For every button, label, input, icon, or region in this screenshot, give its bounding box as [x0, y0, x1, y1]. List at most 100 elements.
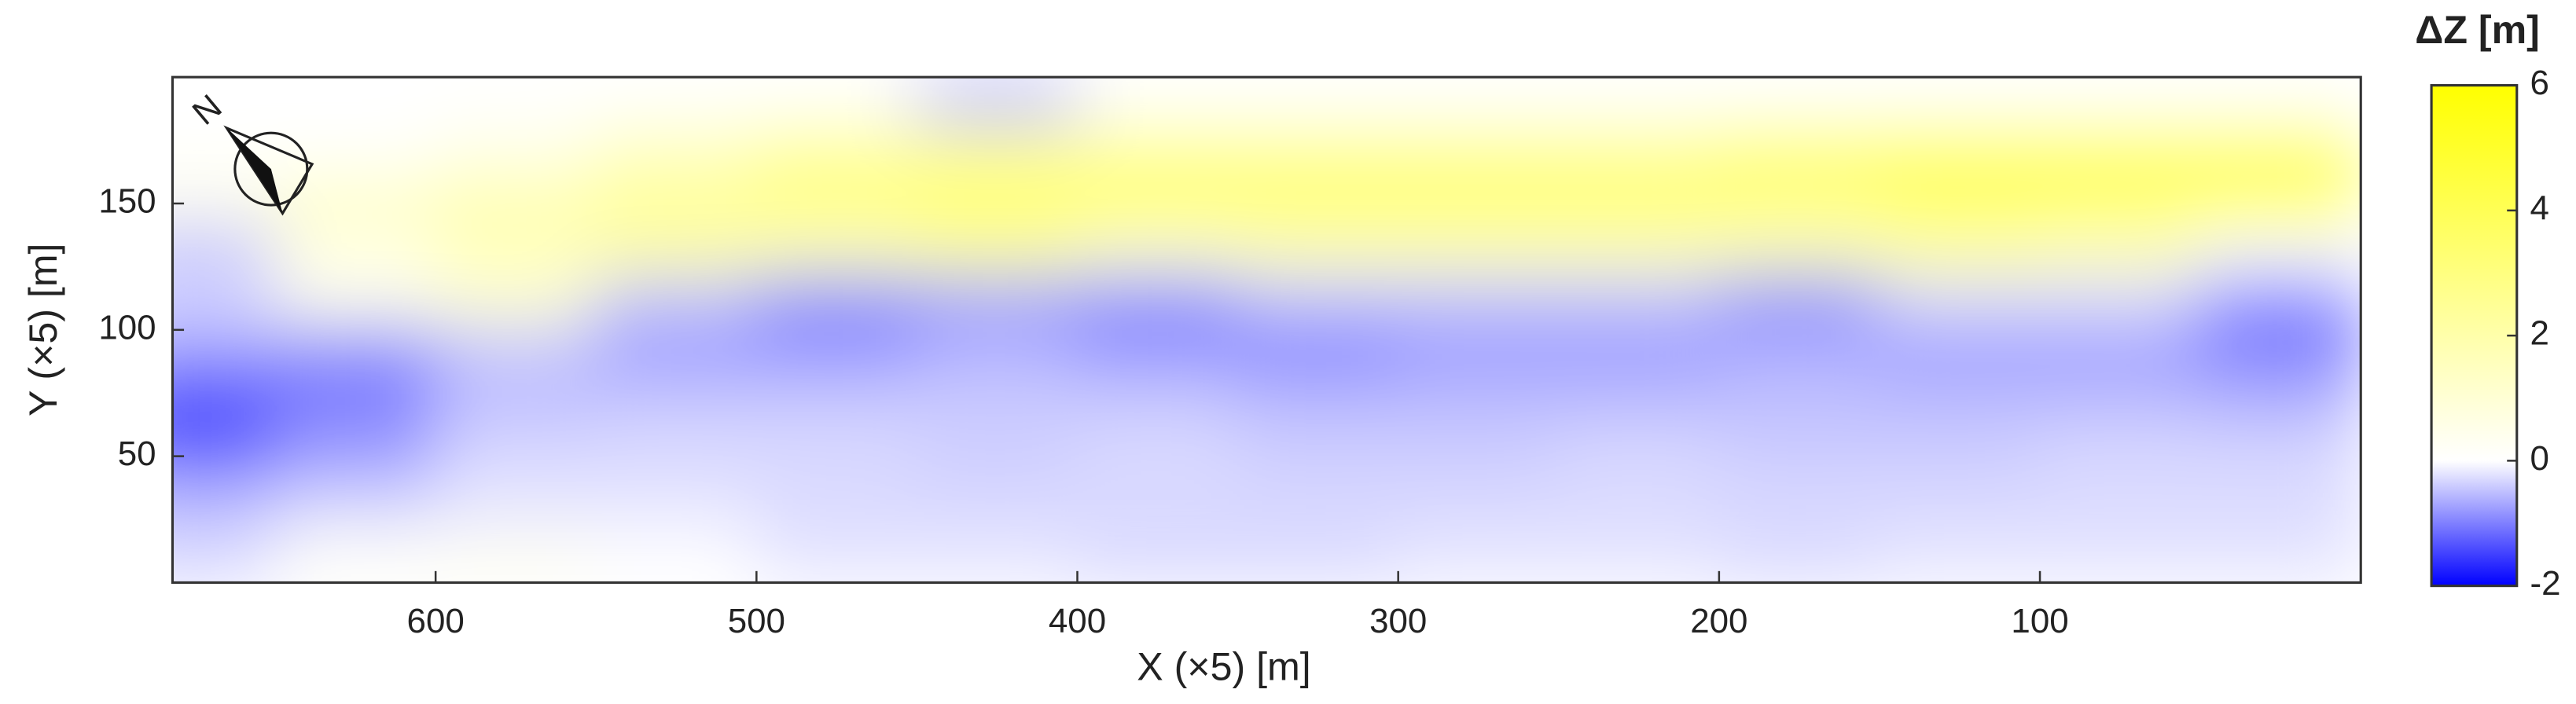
heatmap-cell — [2199, 126, 2361, 180]
heatmap-cell — [1236, 227, 1400, 281]
heatmap-cell — [1717, 429, 1882, 483]
heatmap-cell — [1877, 126, 2042, 180]
heatmap-cell — [1236, 328, 1400, 383]
heatmap-cell — [273, 328, 438, 383]
heatmap-cell — [2199, 379, 2361, 433]
heatmap-cell — [1396, 379, 1560, 433]
heatmap-cell — [915, 227, 1079, 281]
heatmap-cell — [1717, 328, 1882, 383]
heatmap-cell — [1075, 126, 1240, 180]
x-tick-label: 400 — [1049, 602, 1106, 640]
heatmap-cell — [1396, 77, 1560, 130]
colorbar-tick-label: -2 — [2530, 564, 2560, 603]
heatmap-cell — [172, 77, 277, 130]
heatmap-cell — [1556, 429, 1721, 483]
colorbar — [2430, 84, 2519, 588]
heatmap-cell — [172, 530, 277, 583]
heatmap-cell — [1717, 176, 1882, 231]
heatmap-cell — [1556, 126, 1721, 180]
heatmap-cell — [434, 227, 598, 281]
heatmap-cell — [1877, 379, 2042, 433]
y-tick-label: 100 — [98, 308, 156, 346]
heatmap-cell — [434, 328, 598, 383]
heatmap-cell — [755, 227, 919, 281]
heatmap-cell — [1396, 429, 1560, 483]
heatmap-cell — [915, 277, 1079, 332]
heatmap-cell — [915, 328, 1079, 383]
heatmap-cell — [172, 479, 277, 534]
heatmap-cell — [2199, 328, 2361, 383]
heatmap-cell — [1556, 328, 1721, 383]
heatmap-cell — [594, 77, 759, 130]
heatmap-cell — [1717, 77, 1882, 130]
heatmap-cell — [2199, 176, 2361, 231]
x-tick-label: 500 — [728, 602, 785, 640]
heatmap-cell — [1075, 429, 1240, 483]
heatmap-cell — [1075, 530, 1240, 583]
x-tick-label: 300 — [1369, 602, 1427, 640]
x-tick-label: 200 — [1690, 602, 1747, 640]
heatmap-cell — [434, 277, 598, 332]
heatmap-cell — [2038, 277, 2203, 332]
heatmap-cell — [1396, 530, 1560, 583]
heatmap-cell — [594, 429, 759, 483]
heatmap-cell — [594, 126, 759, 180]
heatmap-cell — [1075, 176, 1240, 231]
heatmap-cell — [2199, 277, 2361, 332]
heatmap-cell — [1877, 176, 2042, 231]
heatmap-cell — [2038, 328, 2203, 383]
heatmap-cell — [1396, 328, 1560, 383]
heatmap-cell — [1717, 379, 1882, 433]
heatmap-cell — [1877, 227, 2042, 281]
heatmap-cell — [172, 379, 277, 433]
heatmap-cell — [434, 530, 598, 583]
colorbar-tick-label: 6 — [2530, 64, 2548, 102]
heatmap-cell — [1717, 126, 1882, 180]
heatmap-cell — [1556, 379, 1721, 433]
heatmap-cell — [915, 126, 1079, 180]
heatmap-cell — [1075, 379, 1240, 433]
heatmap-cell — [1236, 530, 1400, 583]
heatmap-cell — [1236, 77, 1400, 130]
heatmap-cell — [1236, 479, 1400, 534]
heatmap-cell — [594, 277, 759, 332]
y-tick-label: 150 — [98, 182, 156, 221]
heatmap-cell — [594, 479, 759, 534]
heatmap-cell — [1236, 429, 1400, 483]
heatmap-cell — [273, 176, 438, 231]
heatmap-cell — [755, 277, 919, 332]
heatmap-cell — [915, 530, 1079, 583]
heatmap-cell — [273, 479, 438, 534]
heatmap-cell — [273, 530, 438, 583]
heatmap-cell — [755, 328, 919, 383]
heatmap-cell — [1396, 176, 1560, 231]
heatmap-cell — [594, 176, 759, 231]
heatmap-cell — [1877, 277, 2042, 332]
heatmap-cell — [1556, 479, 1721, 534]
heatmap-cell — [915, 479, 1079, 534]
heatmap-cell — [755, 429, 919, 483]
heatmap-cell — [755, 530, 919, 583]
heatmap-cell — [1556, 530, 1721, 583]
heatmap-cell — [1075, 227, 1240, 281]
heatmap-cell — [2038, 126, 2203, 180]
heatmap-cell — [2038, 479, 2203, 534]
heatmap-cell — [1396, 126, 1560, 180]
heatmap-cell — [1075, 277, 1240, 332]
heatmap-cell — [273, 429, 438, 483]
heatmap-cell — [172, 328, 277, 383]
heatmap-cell — [2038, 429, 2203, 483]
heatmap-cell — [1877, 429, 2042, 483]
colorbar-tick-label: 4 — [2530, 189, 2548, 227]
heatmap-cell — [1717, 479, 1882, 534]
heatmap-cell — [434, 126, 598, 180]
heatmap-cell — [1717, 277, 1882, 332]
colorbar-label: ΔZ [m] — [2415, 8, 2540, 52]
heatmap-cell — [1556, 227, 1721, 281]
heatmap-cell — [1236, 379, 1400, 433]
heatmap-cell — [172, 277, 277, 332]
heatmap-cells — [172, 77, 2361, 583]
heatmap-cell — [1556, 176, 1721, 231]
heatmap-cell — [1877, 328, 2042, 383]
